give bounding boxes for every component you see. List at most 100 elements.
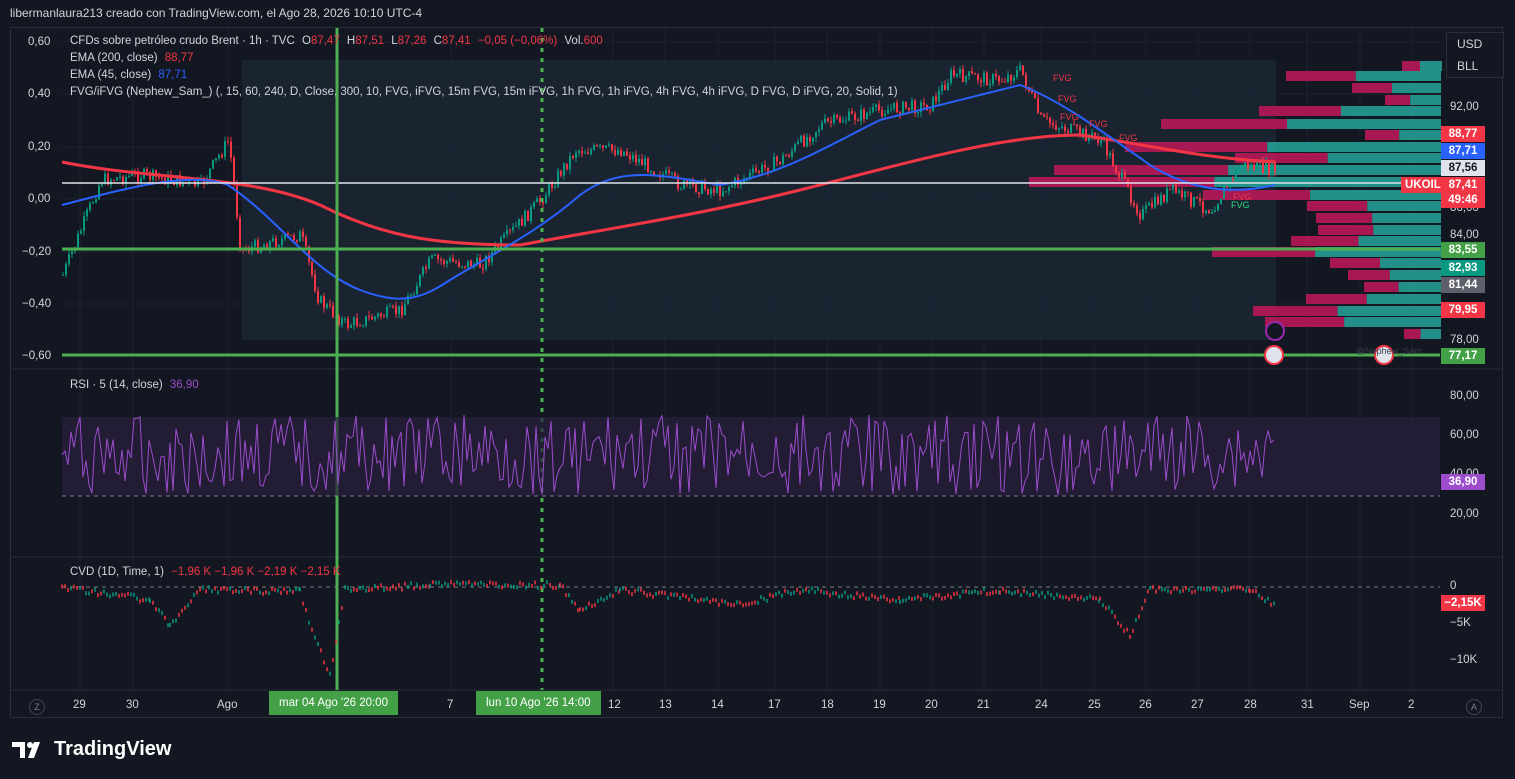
- candle-body: [452, 258, 454, 262]
- ema45-legend[interactable]: EMA (45, close) 87,71: [70, 69, 191, 81]
- candle-body: [347, 318, 349, 328]
- cvd-legend[interactable]: CVD (1D, Time, 1) −1,96 K −1,96 K −2,19 …: [70, 566, 345, 578]
- candle-body: [1193, 197, 1195, 207]
- candle-body: [572, 155, 574, 158]
- unit-label[interactable]: BLL: [1457, 59, 1479, 73]
- candle-body: [578, 150, 580, 153]
- candle-body: [407, 295, 409, 305]
- rsi-badge: 36,90: [1441, 474, 1485, 490]
- rsi-axis-label: 80,00: [1450, 390, 1479, 402]
- currency-selector[interactable]: USD BLL: [1446, 32, 1504, 78]
- candle-body: [530, 207, 532, 222]
- rsi-legend[interactable]: RSI · 5 (14, close) 36,90: [70, 379, 203, 391]
- volume-profile-bar: [1330, 258, 1380, 268]
- candle-body: [194, 178, 196, 186]
- cvd-badge: −2,15K: [1441, 595, 1485, 611]
- candle-body: [575, 152, 577, 158]
- candle-body: [923, 102, 925, 105]
- candle-body: [77, 233, 79, 248]
- candle-body: [965, 76, 967, 82]
- candle-body: [629, 155, 631, 160]
- candle-body: [221, 155, 223, 157]
- candle-body: [509, 229, 511, 231]
- zoom-button[interactable]: Z: [29, 699, 45, 715]
- time-axis-label: 14: [711, 699, 724, 711]
- candle-body: [1061, 126, 1063, 129]
- candle-body: [959, 69, 961, 74]
- ema45-line: [61, 83, 1276, 300]
- candle-body: [1004, 81, 1006, 83]
- candle-body: [356, 317, 358, 326]
- candle-body: [1271, 162, 1273, 176]
- candle-body: [158, 176, 160, 178]
- candle-body: [947, 82, 949, 90]
- candle-body: [785, 155, 787, 157]
- candle-body: [731, 185, 733, 188]
- candle-body: [98, 185, 100, 200]
- candle-body: [515, 225, 517, 227]
- symbol-legend[interactable]: CFDs sobre petróleo crudo Brent · 1h · T…: [70, 35, 607, 47]
- candle-body: [89, 203, 91, 210]
- candle-body: [1139, 213, 1141, 220]
- candle-body: [929, 110, 931, 112]
- fvg-tag: FVG: [1233, 192, 1252, 202]
- rsi-axis-label: 20,00: [1450, 508, 1479, 520]
- candle-body: [674, 172, 676, 177]
- ema200-legend[interactable]: EMA (200, close) 88,77: [70, 52, 198, 64]
- candle-body: [248, 249, 250, 252]
- candle-body: [482, 267, 484, 270]
- candle-body: [650, 171, 652, 173]
- candle-body: [254, 240, 256, 247]
- candle-body: [827, 118, 829, 122]
- candle-body: [86, 209, 88, 217]
- candle-body: [1013, 77, 1015, 81]
- candle-body: [716, 183, 718, 193]
- time-axis-label: 27: [1191, 699, 1204, 711]
- time-axis-label: 30: [126, 699, 139, 711]
- candle-body: [1241, 167, 1243, 169]
- candle-body: [824, 118, 826, 123]
- volume-profile-bar: [1365, 130, 1400, 140]
- candle-body: [1031, 91, 1033, 94]
- candle-body: [296, 240, 298, 242]
- time-axis-label: Sep: [1349, 699, 1370, 711]
- candle-body: [470, 260, 472, 268]
- ema45-price-badge: 87,71: [1441, 143, 1485, 159]
- volume-profile-bar: [1340, 106, 1441, 116]
- currency-label[interactable]: USD: [1457, 37, 1483, 51]
- candle-body: [833, 114, 835, 123]
- candle-body: [314, 274, 316, 291]
- candle-body: [383, 316, 385, 318]
- volume-profile-bar: [1392, 83, 1441, 93]
- candle-body: [1001, 81, 1003, 83]
- candle-body: [488, 255, 490, 263]
- candle-body: [1166, 188, 1168, 202]
- candle-body: [104, 173, 106, 184]
- candle-body: [1034, 93, 1036, 99]
- candle-body: [428, 257, 430, 269]
- candle-body: [95, 199, 97, 203]
- candle-body: [950, 70, 952, 83]
- candle-body: [821, 122, 823, 130]
- candle-body: [92, 202, 94, 204]
- ema200-line: [61, 133, 1276, 247]
- candle-body: [932, 96, 934, 112]
- line-price-badge: 87,56: [1441, 160, 1485, 176]
- candle-body: [854, 113, 856, 120]
- candle-body: [524, 210, 526, 226]
- candle-body: [323, 296, 325, 308]
- volume-profile-bar: [1420, 329, 1441, 339]
- auto-scale-button[interactable]: A: [1466, 699, 1482, 715]
- close-label: C: [433, 35, 442, 47]
- candle-body: [1247, 162, 1249, 169]
- candle-body: [263, 244, 265, 248]
- candle-body: [542, 201, 544, 204]
- candle-body: [1010, 74, 1012, 81]
- candle-body: [446, 261, 448, 264]
- fvg-legend[interactable]: FVG/iFVG (Nephew_Sam_) (, 15, 60, 240, D…: [70, 86, 902, 98]
- candle-body: [698, 192, 700, 194]
- candle-body: [71, 251, 73, 255]
- fvg-label: FVG/iFVG (Nephew_Sam_) (, 15, 60, 240, D…: [70, 86, 898, 98]
- candle-body: [1082, 128, 1084, 136]
